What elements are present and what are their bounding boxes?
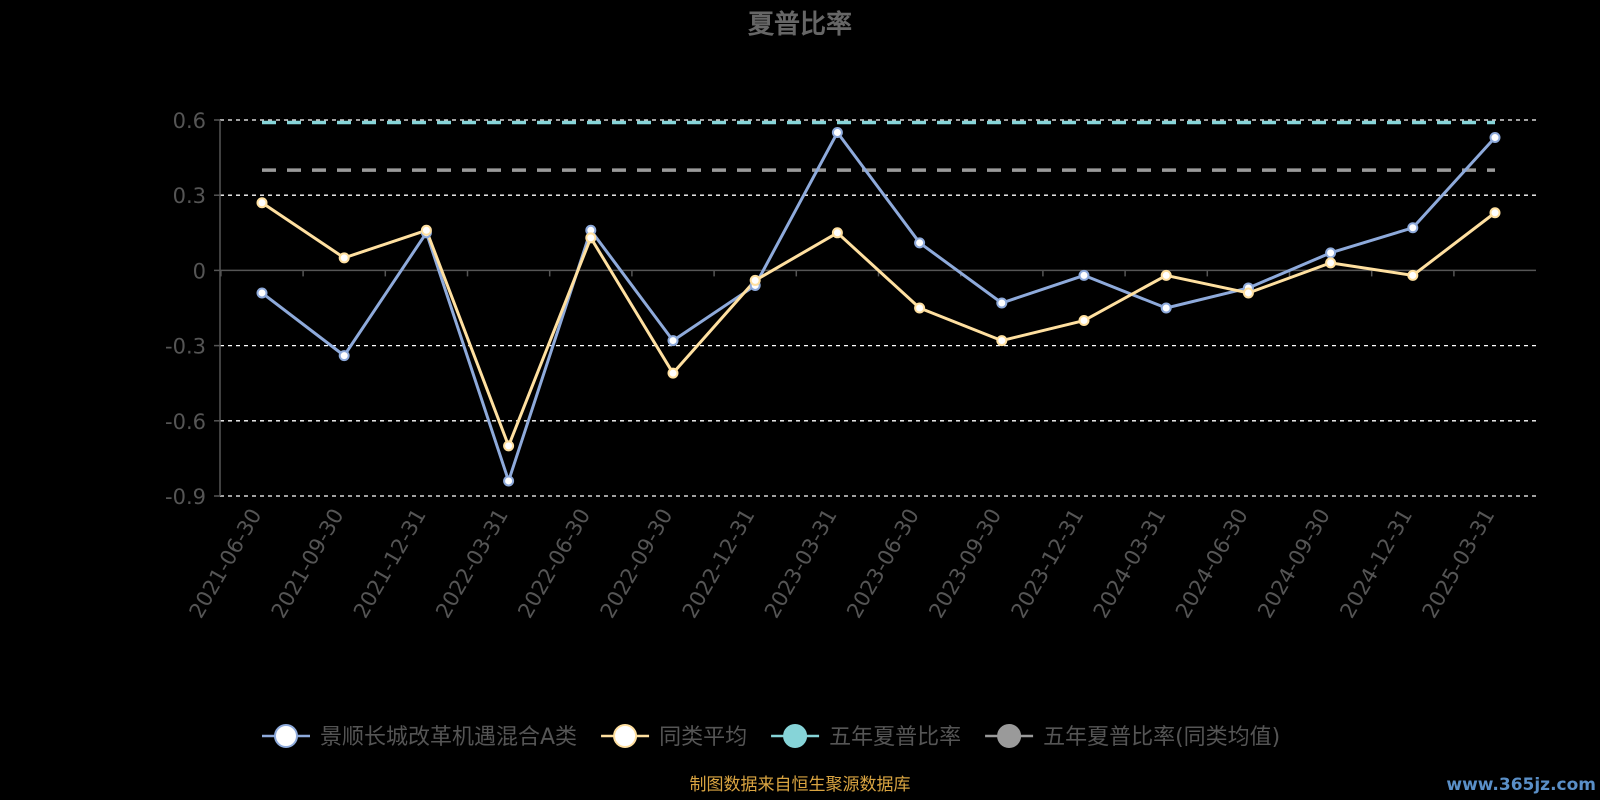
axes [214,119,1536,497]
series-1-point-7 [831,227,843,239]
series-0-point-15 [1489,132,1501,144]
x-tick-label-7: 2023-03-31 [760,505,842,623]
series-1-point-8 [914,302,926,314]
series-0-point-5 [667,335,679,347]
series-line-1 [261,201,1496,448]
watermark: www.365jz.com [1446,775,1596,795]
data-series [256,127,1501,487]
series-0-point-14 [1407,222,1419,234]
legend-marker-2 [783,724,808,748]
series-1-point-14 [1407,269,1419,281]
x-axis-ticks: 2021-06-30 2021-09-30 2021-12-31 2022-03-31… [185,504,1500,622]
series-0-point-9 [996,297,1008,309]
x-tick-label-1: 2021-09-30 [267,505,349,623]
x-tick-label-0: 2021-06-30 [185,505,267,623]
series-0-point-11 [1160,302,1172,314]
x-tick-label-10: 2023-12-31 [1007,505,1089,623]
series-1-point-5 [667,367,679,379]
y-axis-ticks: 0.6 0.3 0 -0.3 -0.6 -0.9 [165,109,206,509]
series-1-point-12 [1242,287,1254,299]
series-1-point-1 [338,252,350,264]
legend-label-0: 景顺长城改革机遇混合A类 [320,725,577,750]
series-1-point-11 [1160,269,1172,281]
y-tick-label-3: -0.3 [165,335,206,359]
series-1-point-6 [749,274,761,286]
series-0-point-1 [338,350,350,362]
x-tick-label-4: 2022-06-30 [513,505,595,623]
series-0-point-8 [914,237,926,249]
series-1-point-13 [1325,257,1337,269]
legend-label-1: 同类平均 [659,725,747,750]
series-1-point-2 [420,224,432,236]
series-0-point-10 [1078,269,1090,281]
series-line-0 [261,131,1497,483]
reference-lines [262,120,1495,172]
y-tick-label-1: 0.3 [173,184,206,208]
x-tick-label-8: 2023-06-30 [842,505,924,623]
legend-marker-3 [997,724,1022,748]
series-1-point-15 [1489,207,1501,219]
series-0-point-13 [1325,247,1337,259]
legend-label-2: 五年夏普比率 [829,725,961,750]
y-tick-label-0: 0.6 [173,109,206,133]
x-tick-label-14: 2024-12-31 [1335,505,1417,623]
y-tick-label-4: -0.6 [165,410,206,434]
x-tick-label-3: 2022-03-31 [431,504,513,622]
x-tick-label-2: 2021-12-31 [349,505,431,623]
y-tick-label-2: 0 [193,259,206,283]
grid-lines [220,119,1536,497]
data-source-note: 制图数据来自恒生聚源数据库 [690,775,911,795]
series-1-point-0 [256,197,268,209]
x-tick-label-9: 2023-09-30 [924,505,1006,623]
legend-marker-1 [613,724,638,748]
series-1-point-10 [1078,315,1090,327]
series-0-point-3 [503,475,515,487]
legend-marker-0 [274,724,298,748]
x-tick-label-12: 2024-06-30 [1171,505,1253,623]
series-0-point-7 [831,127,843,139]
x-tick-label-13: 2024-09-30 [1253,505,1335,623]
series-1-point-9 [996,335,1008,347]
series-0-point-0 [256,287,268,299]
series-1-point-4 [585,232,597,244]
series-1-point-3 [503,440,515,452]
x-tick-label-5: 2022-09-30 [596,505,678,623]
x-tick-label-6: 2022-12-31 [678,505,760,623]
x-tick-label-11: 2024-03-31 [1089,505,1171,623]
y-tick-label-5: -0.9 [165,485,206,509]
x-tick-label-15: 2025-03-31 [1418,505,1500,623]
legend-label-3: 五年夏普比率(同类均值) [1043,725,1280,750]
chart-title: 夏普比率 [748,9,852,40]
legend: 景顺长城改革机遇混合A类 同类平均 五年夏普比率 五年夏普比率(同类均值) [262,724,1280,750]
